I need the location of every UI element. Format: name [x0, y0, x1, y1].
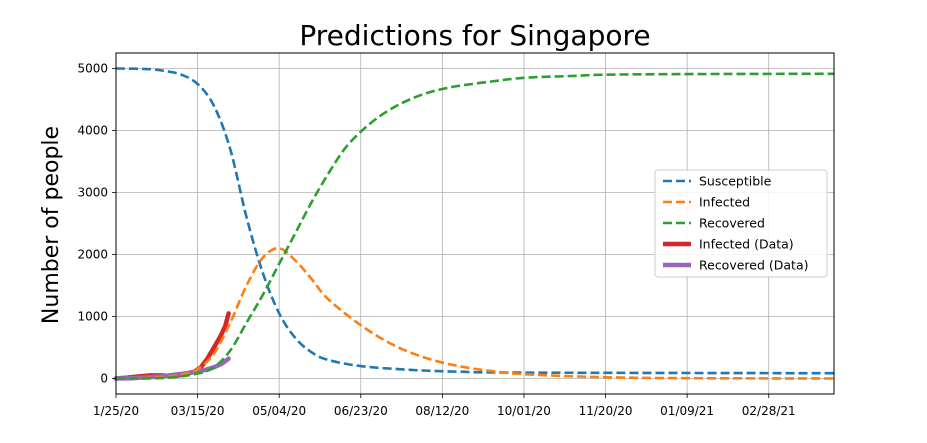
axes: 1/25/20 03/15/20 05/04/20 06/23/20 08/12/20 1… — [77, 62, 795, 419]
x-tick-label: 06/23/20 — [334, 404, 388, 418]
chart-title: Predictions for Singapore — [299, 19, 650, 52]
series-line-infected — [115, 246, 835, 380]
x-tick-label: 1/25/20 — [93, 404, 139, 418]
y-axis-label: Number of people — [39, 126, 64, 324]
series-line-susceptible — [115, 67, 835, 375]
y-tick-label: 4000 — [77, 124, 108, 138]
legend-frame — [654, 169, 828, 278]
x-tick-label: 05/04/20 — [252, 404, 306, 418]
legend: Susceptible Infected Recovered Infected (Da… — [654, 169, 828, 278]
series-layer — [113, 67, 835, 381]
legend-label-infected: Infected — [699, 195, 750, 210]
y-tick-label: 3000 — [77, 186, 108, 200]
legend-label-susceptible: Susceptible — [699, 174, 772, 189]
plot-frame — [115, 52, 835, 395]
x-tick-label: 01/09/21 — [660, 404, 714, 418]
x-tick-label: 08/12/20 — [415, 404, 469, 418]
y-tick-label: 5000 — [77, 62, 108, 76]
legend-label-infected-data: Infected (Data) — [699, 237, 794, 252]
y-tick-label: 1000 — [77, 310, 108, 324]
y-tick-label: 2000 — [77, 248, 108, 262]
legend-label-recovered: Recovered — [699, 216, 765, 231]
x-tick-label: 11/20/20 — [579, 404, 633, 418]
legend-label-recovered-data: Recovered (Data) — [699, 258, 809, 273]
x-tick-label: 02/28/21 — [742, 404, 796, 418]
x-tick-label: 03/15/20 — [171, 404, 225, 418]
series-line-recovered — [115, 72, 835, 380]
y-tick-label: 0 — [100, 372, 108, 386]
x-tick-label: 10/01/20 — [497, 404, 551, 418]
